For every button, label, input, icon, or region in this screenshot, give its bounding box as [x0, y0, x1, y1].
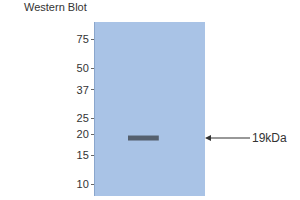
svg-text:10: 10	[77, 178, 89, 190]
svg-text:25: 25	[77, 112, 89, 124]
svg-text:Western Blot: Western Blot	[24, 1, 87, 13]
svg-text:50: 50	[77, 62, 89, 74]
svg-text:15: 15	[77, 149, 89, 161]
svg-text:19kDa: 19kDa	[252, 131, 287, 145]
svg-text:37: 37	[77, 84, 89, 96]
svg-text:20: 20	[77, 128, 89, 140]
svg-text:75: 75	[77, 33, 89, 45]
